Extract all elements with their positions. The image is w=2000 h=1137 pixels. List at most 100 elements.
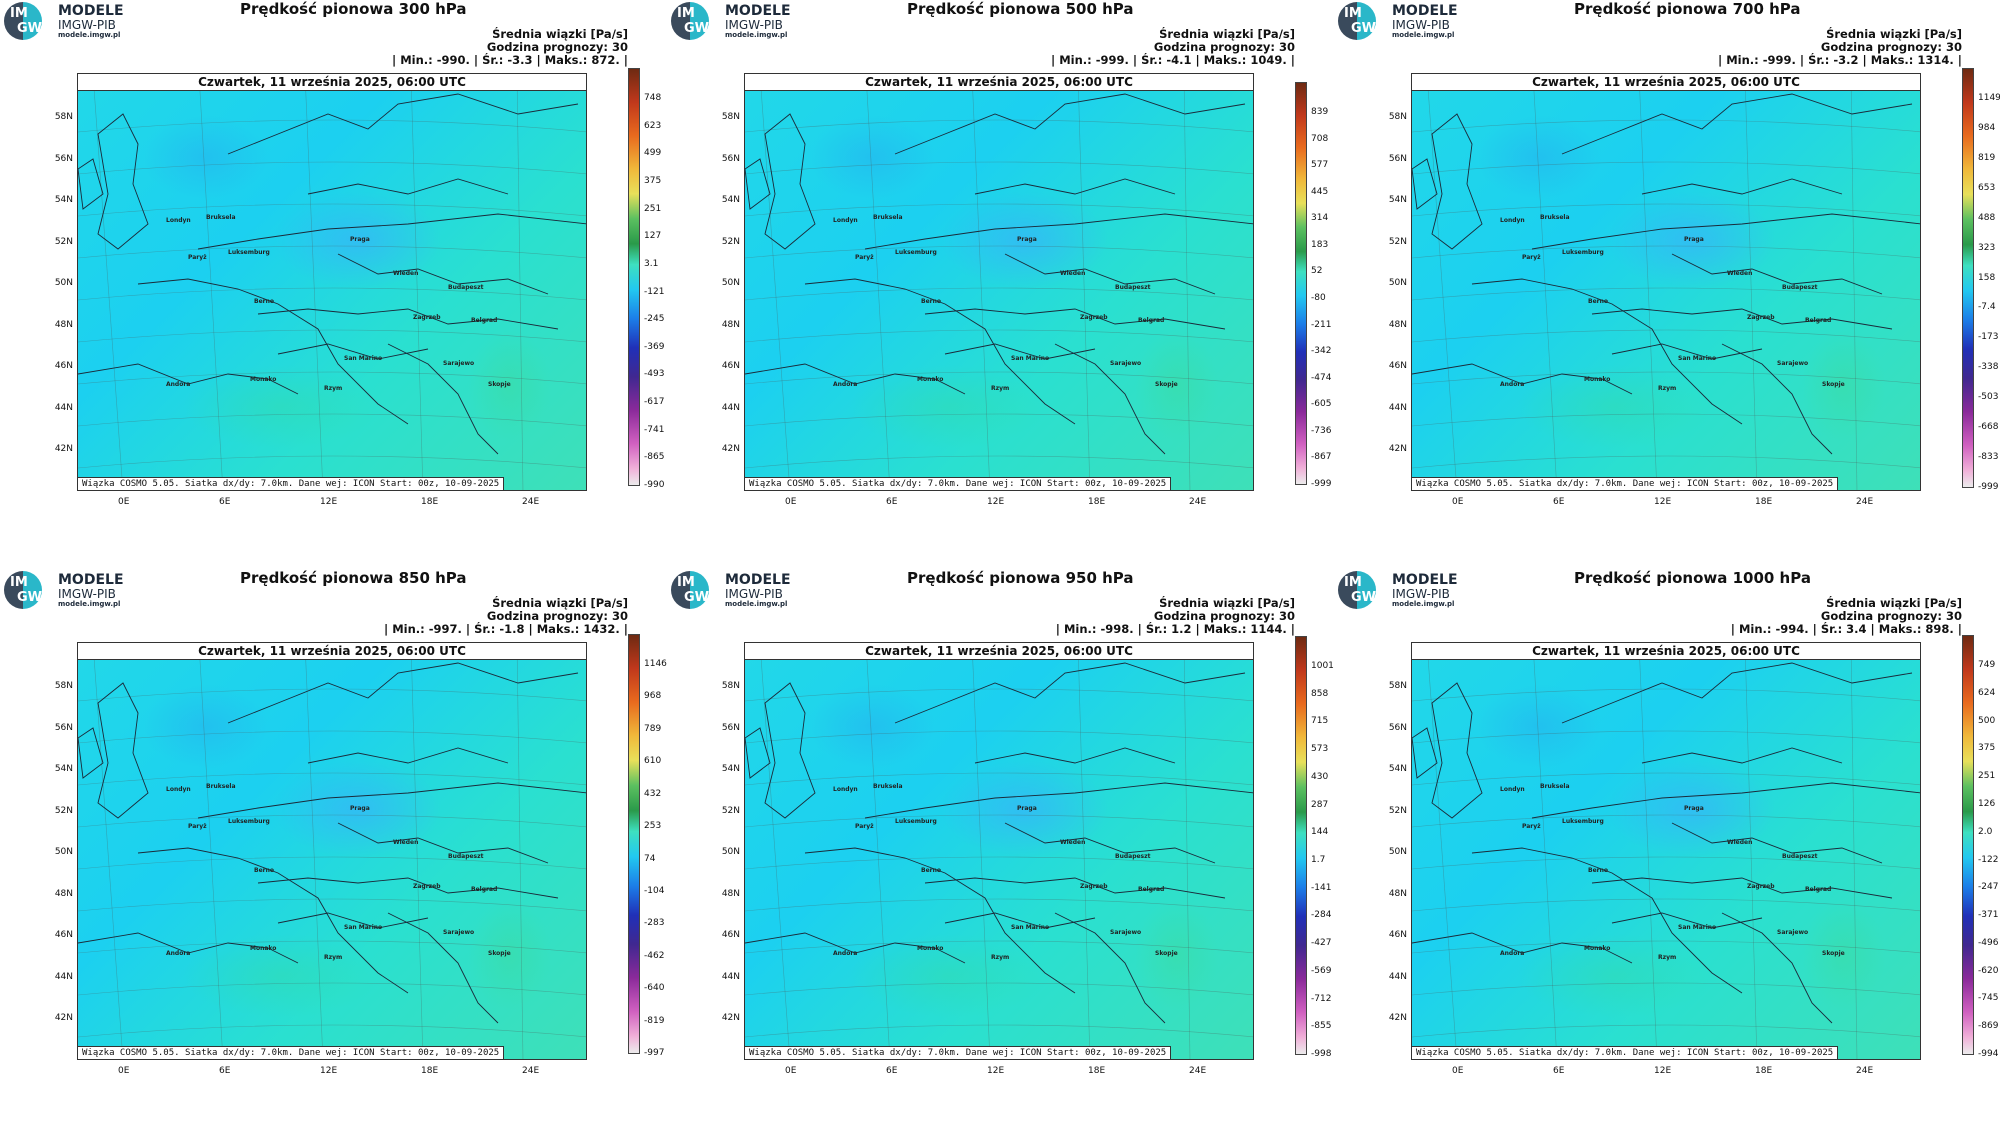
forecast-hour: Godzina prognozy: 30 [486, 609, 628, 623]
latitude-label: 46N [54, 361, 73, 371]
color-scale-tick: 3.1 [644, 258, 659, 269]
color-scale-tick: -605 [1311, 399, 1332, 410]
map-area: Czwartek, 11 września 2025, 06:00 UTC Lon… [1411, 73, 1921, 491]
forecast-panel: IM GW MODELE IMGW-PIB modele.imgw.pl Prędkość… [667, 0, 1333, 568]
city-label: Berno [1588, 867, 1608, 874]
longitude-label: 24E [1189, 497, 1207, 507]
city-label: Monako [250, 376, 277, 383]
longitude-label: 12E [1654, 1066, 1672, 1076]
color-scale-tick: -462 [644, 950, 665, 961]
city-label: Praga [350, 805, 370, 812]
city-label: Skopje [1155, 381, 1178, 388]
color-scale-tick: 430 [1311, 771, 1329, 782]
latitude-label: 42N [1388, 1013, 1407, 1023]
city-label: Paryż [1522, 254, 1541, 261]
city-label: Paryż [188, 823, 207, 830]
color-scale-tick: 748 [644, 93, 662, 103]
unit-label: Średnia wiązki [Pa/s] [492, 27, 628, 41]
city-label: Berno [921, 867, 941, 874]
color-scale-tick: 789 [644, 723, 662, 734]
longitude-label: 24E [1856, 1066, 1874, 1076]
color-scale-tick: 715 [1311, 716, 1329, 727]
color-scale-tick: 839 [1311, 107, 1329, 117]
logo-subtitle: IMGW-PIB [1392, 18, 1450, 32]
color-scale-tick: 1.7 [1311, 855, 1326, 865]
color-scale-tick: 573 [1311, 744, 1329, 755]
color-scale-tick: 984 [1978, 122, 1996, 133]
city-label: Bruksela [873, 214, 903, 221]
longitude-label: 24E [1189, 1066, 1207, 1076]
date-header: Czwartek, 11 września 2025, 06:00 UTC [1412, 74, 1920, 91]
city-label: Skopje [1822, 381, 1845, 388]
latitude-label: 52N [1388, 805, 1407, 816]
map-lines [1412, 74, 1920, 490]
city-label: Andora [833, 381, 858, 388]
latitude-label: 50N [54, 847, 73, 857]
color-scale-tick: 499 [644, 148, 662, 159]
color-scale-tick: -640 [644, 983, 665, 994]
city-label: Monako [250, 945, 277, 952]
city-label: Budapeszt [448, 284, 484, 291]
city-label: Bruksela [206, 214, 236, 221]
city-label: Monako [917, 945, 944, 952]
latitude-label: 48N [721, 319, 740, 330]
latitude-label: 48N [54, 888, 73, 899]
logo-subtitle: IMGW-PIB [725, 18, 783, 32]
city-label: Andora [166, 950, 191, 957]
color-scale-tick: -493 [644, 369, 665, 380]
color-scale-tick: 2.0 [1978, 826, 1993, 837]
color-scale-bar [628, 634, 640, 1054]
latitude-label: 48N [1388, 319, 1407, 330]
latitude-label: 56N [1388, 722, 1407, 733]
forecast-hour: Godzina prognozy: 30 [1820, 40, 1962, 54]
color-scale-tick: -869 [1978, 1021, 1999, 1032]
forecast-hour: Godzina prognozy: 30 [1820, 609, 1962, 623]
color-scale-tick: 127 [644, 231, 662, 242]
logo-subtitle: IMGW-PIB [58, 18, 116, 32]
latitude-label: 52N [54, 805, 73, 816]
imgw-logo-icon: IM GW [1338, 571, 1376, 609]
city-label: Londyn [1500, 786, 1525, 793]
forecast-hour: Godzina prognozy: 30 [1153, 609, 1295, 623]
longitude-label: 24E [522, 1066, 540, 1076]
city-label: Monako [917, 376, 944, 383]
latitude-label: 54N [54, 195, 73, 205]
latitude-label: 58N [721, 112, 740, 122]
color-scale-tick: 610 [644, 756, 662, 767]
longitude-label: 24E [1856, 497, 1874, 507]
latitude-label: 46N [721, 361, 740, 371]
latitude-label: 46N [721, 930, 740, 940]
latitude-label: 52N [54, 236, 73, 247]
latitude-label: 46N [1388, 930, 1407, 940]
color-scale-tick: 1149 [1978, 93, 2000, 103]
city-label: Budapeszt [1115, 853, 1151, 860]
color-scale-tick: -867 [1311, 452, 1332, 463]
color-scale-tick: -141 [1311, 882, 1332, 893]
logo-url: modele.imgw.pl [725, 31, 788, 39]
logo-title: MODELE [725, 572, 791, 588]
city-label: Wiedeń [1727, 839, 1753, 846]
stats-line: | Min.: -990. | Śr.: -3.3 | Maks.: 872. … [392, 53, 628, 67]
color-scale-tick: 144 [1311, 827, 1329, 838]
longitude-label: 24E [522, 497, 540, 507]
imgw-logo: IM GW MODELE IMGW-PIB modele.imgw.pl [671, 571, 821, 611]
city-label: Sarajewo [1777, 929, 1809, 936]
color-scale-tick: 432 [644, 788, 662, 799]
city-label: Berno [254, 867, 274, 874]
map-area: Czwartek, 11 września 2025, 06:00 UTC Lon… [77, 642, 587, 1060]
city-label: Belgrad [1138, 317, 1165, 324]
unit-label: Średnia wiązki [Pa/s] [492, 596, 628, 610]
city-label: Skopje [1822, 950, 1845, 957]
city-label: Bruksela [206, 783, 236, 790]
color-scale-tick: 251 [1978, 771, 1996, 782]
color-scale-tick: -999 [1311, 479, 1332, 489]
color-scale-tick: -745 [1978, 993, 1999, 1004]
logo-title: MODELE [1392, 3, 1458, 19]
city-label: San Marino [1011, 355, 1050, 362]
latitude-label: 56N [721, 722, 740, 733]
map-area: Czwartek, 11 września 2025, 06:00 UTC Lon… [744, 73, 1254, 491]
city-label: Rzym [991, 954, 1010, 961]
city-label: Londyn [833, 786, 858, 793]
city-label: Luksemburg [228, 818, 270, 825]
longitude-label: 0E [118, 1066, 130, 1076]
